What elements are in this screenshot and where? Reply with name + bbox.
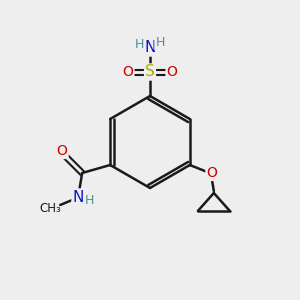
Text: N: N: [73, 190, 84, 205]
Text: H: H: [155, 37, 165, 50]
Text: S: S: [145, 64, 155, 80]
Text: O: O: [57, 144, 68, 158]
Text: CH₃: CH₃: [39, 202, 61, 215]
Text: O: O: [206, 166, 217, 180]
Text: O: O: [123, 65, 134, 79]
Text: N: N: [144, 40, 156, 56]
Text: H: H: [134, 38, 144, 50]
Text: H: H: [85, 194, 94, 208]
Text: O: O: [167, 65, 177, 79]
